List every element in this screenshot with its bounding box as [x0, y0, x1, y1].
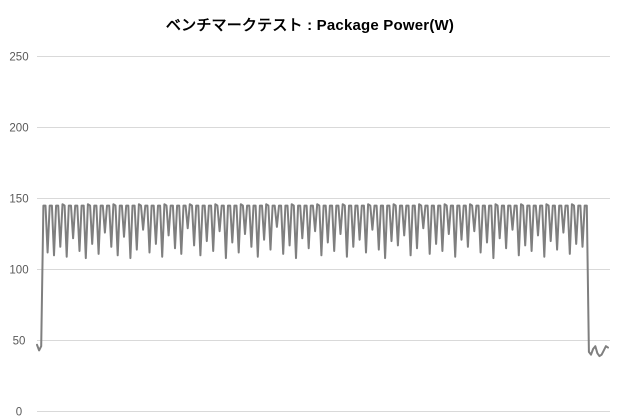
y-axis-tick-label: 100 — [9, 265, 28, 277]
chart-title: ベンチマークテスト : Package Power(W) — [165, 17, 455, 34]
y-axis-tick-label: 50 — [13, 336, 26, 348]
series-line-package-power — [36, 203, 609, 358]
y-axis-tick-label: 150 — [9, 194, 28, 206]
y-axis-tick-label: 250 — [9, 52, 28, 64]
y-axis-tick-label: 0 — [16, 407, 22, 419]
y-axis-tick-label: 200 — [9, 123, 28, 135]
